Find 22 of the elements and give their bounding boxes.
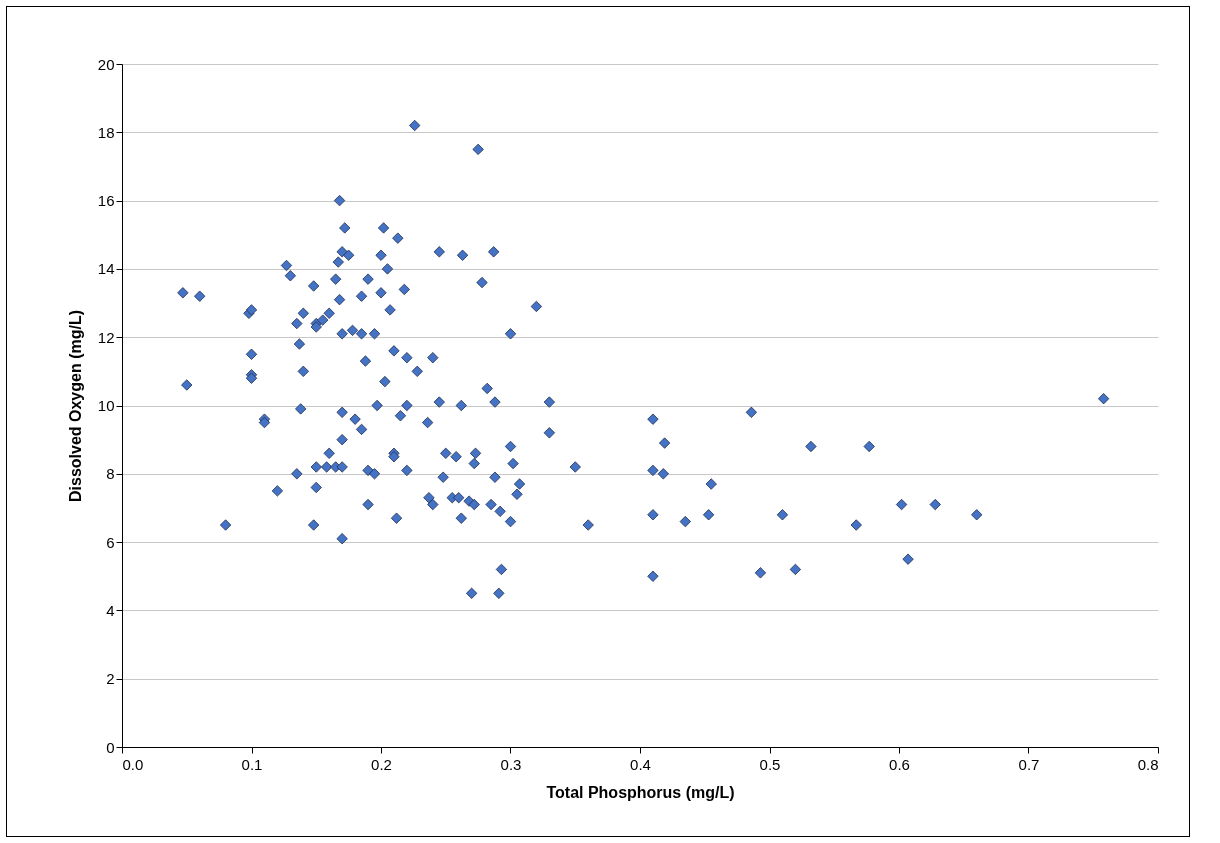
x-tick-label: 0.7 (1018, 755, 1040, 773)
x-tick-label: 0.2 (371, 755, 392, 773)
x-tick-label: 0.6 (889, 755, 910, 773)
x-tick-label: 0.5 (759, 755, 781, 773)
y-axis-title: Dissolved Oxygen (mg/L) (66, 309, 84, 503)
x-axis-title: Total Phosphorus (mg/L) (546, 783, 735, 801)
y-tick-label: 10 (97, 397, 115, 414)
y-tick-label: 12 (97, 328, 115, 346)
y-tick-label: 2 (106, 670, 115, 688)
y-tick-label: 4 (106, 601, 115, 619)
y-tick-label: 14 (97, 260, 115, 278)
x-tick-label: 0.4 (630, 755, 651, 773)
y-tick-label: 6 (106, 533, 115, 551)
x-tick-label: 0.0 (122, 755, 144, 773)
y-tick-label: 0 (106, 738, 115, 756)
y-tick-label: 20 (97, 55, 115, 73)
y-tick-label: 18 (97, 123, 115, 141)
x-tick-label: 0.8 (1137, 755, 1159, 773)
x-tick-label: 0.1 (241, 755, 263, 773)
x-tick-label: 0.3 (500, 755, 522, 773)
y-tick-label: 8 (106, 465, 115, 483)
y-tick-label: 16 (97, 192, 115, 210)
